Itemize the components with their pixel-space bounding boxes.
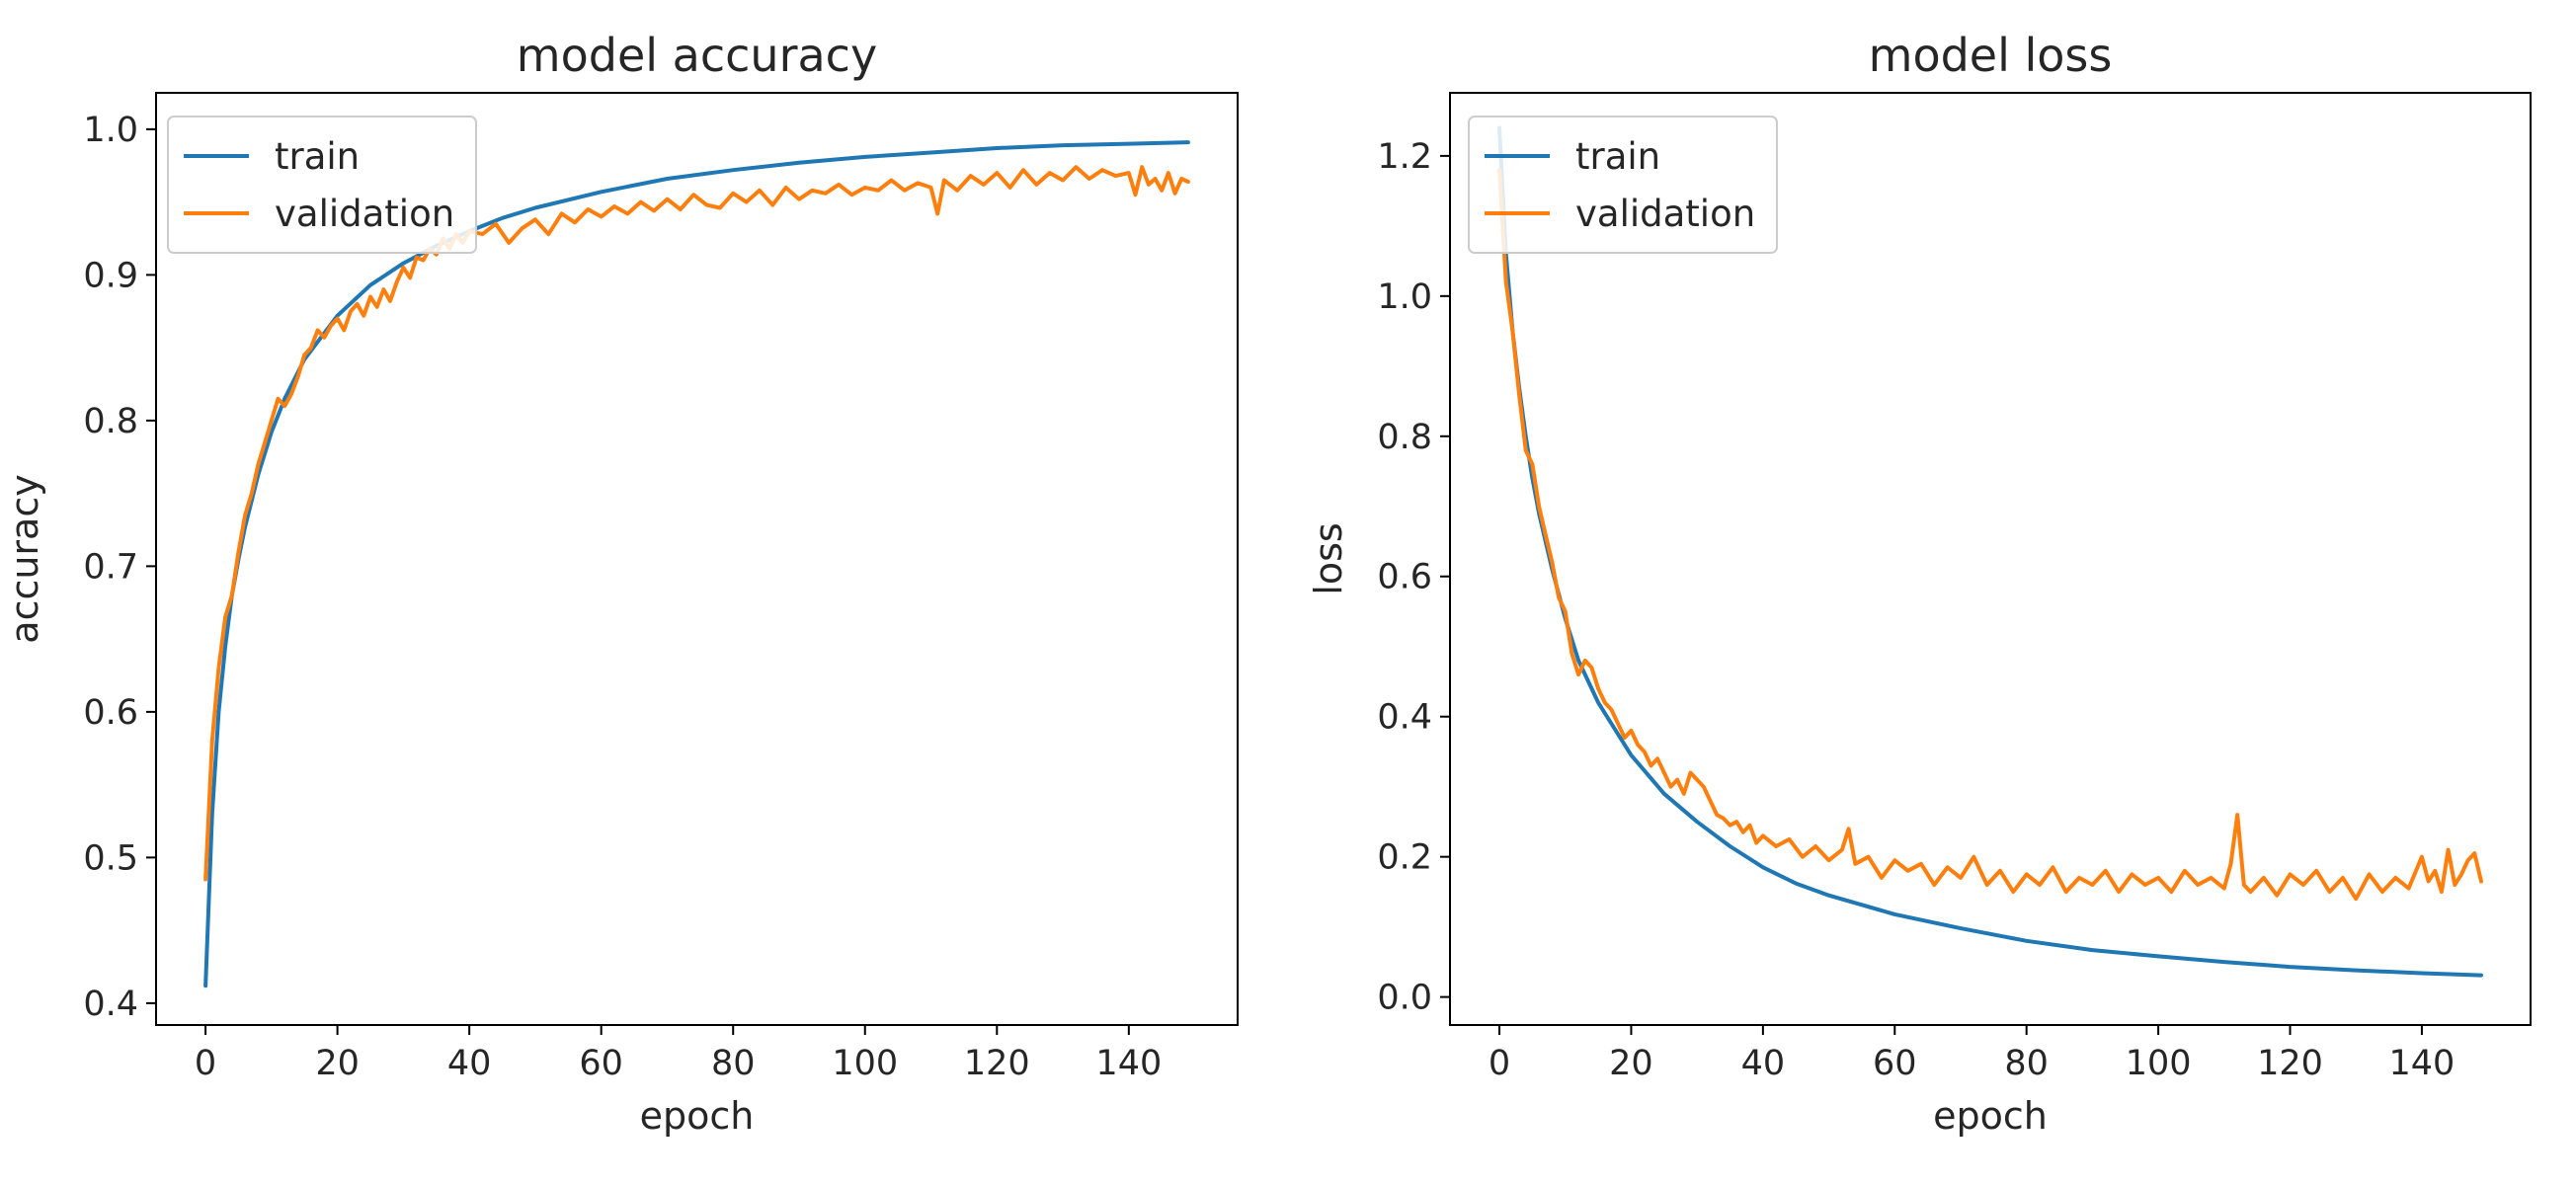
accuracy-ytick-label: 0.7 [83,547,138,587]
accuracy-legend-box [167,116,477,254]
loss-ytick-label: 0.4 [1377,698,1432,738]
loss-legend-label-validation: validation [1575,193,1755,235]
loss-xtick-label: 60 [1873,1044,1917,1083]
accuracy-ytick-label: 0.8 [83,402,138,441]
loss-legend: train validation [1468,116,1778,254]
loss-xtick-label: 40 [1741,1044,1786,1083]
accuracy-ytick-label: 1.0 [83,111,138,150]
accuracy-series-validation-line [203,165,1190,882]
loss-ytick-label: 0.0 [1377,979,1432,1018]
accuracy-xtick-label: 20 [315,1044,360,1083]
accuracy-xtick-label: 60 [579,1044,623,1083]
loss-ytick-label: 1.2 [1377,137,1432,177]
loss-xtick-label: 20 [1609,1044,1653,1083]
loss-plot-area [1497,125,2483,978]
loss-ytick-label: 1.0 [1377,277,1432,317]
accuracy-series-train-line [203,140,1190,988]
accuracy-legend: train validation [167,116,477,254]
loss-chart-title: model loss [1869,29,2113,82]
loss-x-axis-label: epoch [1933,1094,2048,1138]
accuracy-ytick-label: 0.9 [83,256,138,295]
loss-y-axis-label: loss [1307,522,1350,594]
loss-ytick-label: 0.8 [1377,418,1432,457]
loss-ytick-label: 0.6 [1377,558,1432,597]
accuracy-ytick-label: 0.4 [83,985,138,1024]
accuracy-ytick-label: 0.5 [83,838,138,878]
loss-series-train-line [1497,125,2483,978]
accuracy-xtick-label: 140 [1095,1044,1162,1083]
loss-legend-label-train: train [1575,135,1660,178]
loss-xtick-label: 80 [2004,1044,2049,1083]
loss-xtick-label: 100 [2126,1044,2192,1083]
accuracy-xtick-label: 100 [832,1044,898,1083]
accuracy-chart: model accuracy 0 20 40 60 80 100 120 140 0.4 0.5 0.… [3,29,1239,1138]
accuracy-chart-title: model accuracy [517,29,877,82]
loss-xtick-label: 120 [2257,1044,2323,1083]
accuracy-y-axis-label: accuracy [3,474,46,643]
accuracy-xtick-label: 80 [711,1044,756,1083]
accuracy-legend-label-train: train [275,135,360,178]
accuracy-xtick-label: 120 [964,1044,1030,1083]
accuracy-ytick-label: 0.6 [83,693,138,733]
loss-xtick-label: 140 [2389,1044,2455,1083]
accuracy-xtick-label: 0 [195,1044,216,1083]
loss-xtick-label: 0 [1489,1044,1510,1083]
accuracy-x-axis-label: epoch [640,1094,755,1138]
accuracy-xtick-label: 40 [447,1044,492,1083]
loss-legend-box [1468,116,1778,254]
loss-chart: model loss 0 20 40 60 80 100 120 140 0.0 0.2 0.4 0.6… [1307,29,2532,1138]
accuracy-axes-frame [155,92,1239,1026]
accuracy-plot-area [203,140,1190,988]
accuracy-legend-label-validation: validation [275,193,454,235]
loss-axes-frame [1449,92,2532,1026]
loss-series-validation-line [1497,168,2483,902]
loss-ytick-label: 0.2 [1377,838,1432,878]
